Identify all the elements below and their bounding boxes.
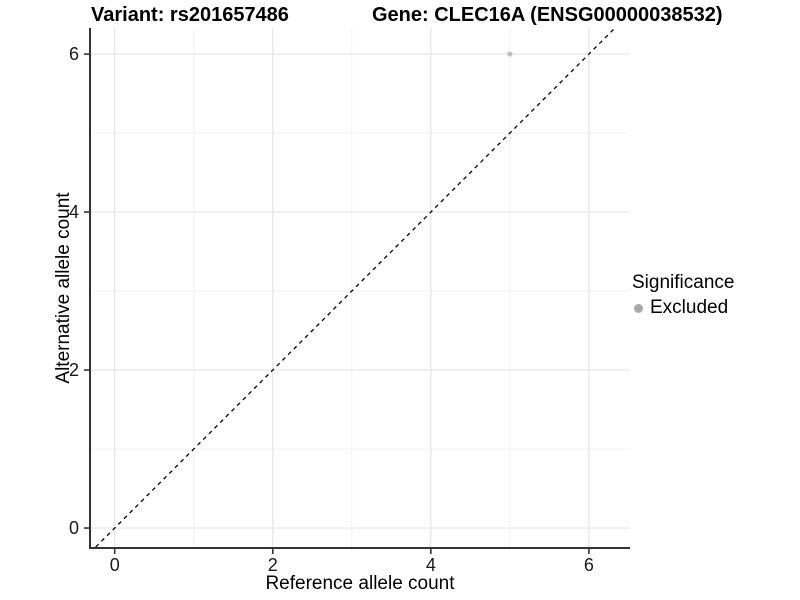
y-tick-label: 2 (69, 360, 79, 380)
x-axis-title: Reference allele count (265, 573, 455, 594)
y-tick-label: 4 (69, 202, 79, 222)
identity-line (95, 27, 616, 548)
x-tick-label: 0 (110, 555, 120, 575)
plot-title-gene: Gene: CLEC16A (ENSG00000038532) (372, 4, 723, 26)
y-tick-label: 6 (69, 44, 79, 64)
x-tick-label: 2 (268, 555, 278, 575)
data-point (507, 51, 513, 57)
legend: Significance Excluded (632, 272, 734, 319)
legend-key-dot (634, 303, 643, 313)
legend-item-excluded: Excluded (632, 297, 734, 319)
plot-title-variant: Variant: rs201657486 (91, 4, 289, 26)
y-tick-label: 0 (69, 518, 79, 538)
x-tick-label: 4 (426, 555, 436, 575)
legend-title: Significance (632, 272, 735, 293)
y-axis-title: Alternative allele count (53, 192, 74, 384)
x-tick-label: 6 (584, 555, 594, 575)
legend-item-label: Excluded (650, 297, 729, 318)
